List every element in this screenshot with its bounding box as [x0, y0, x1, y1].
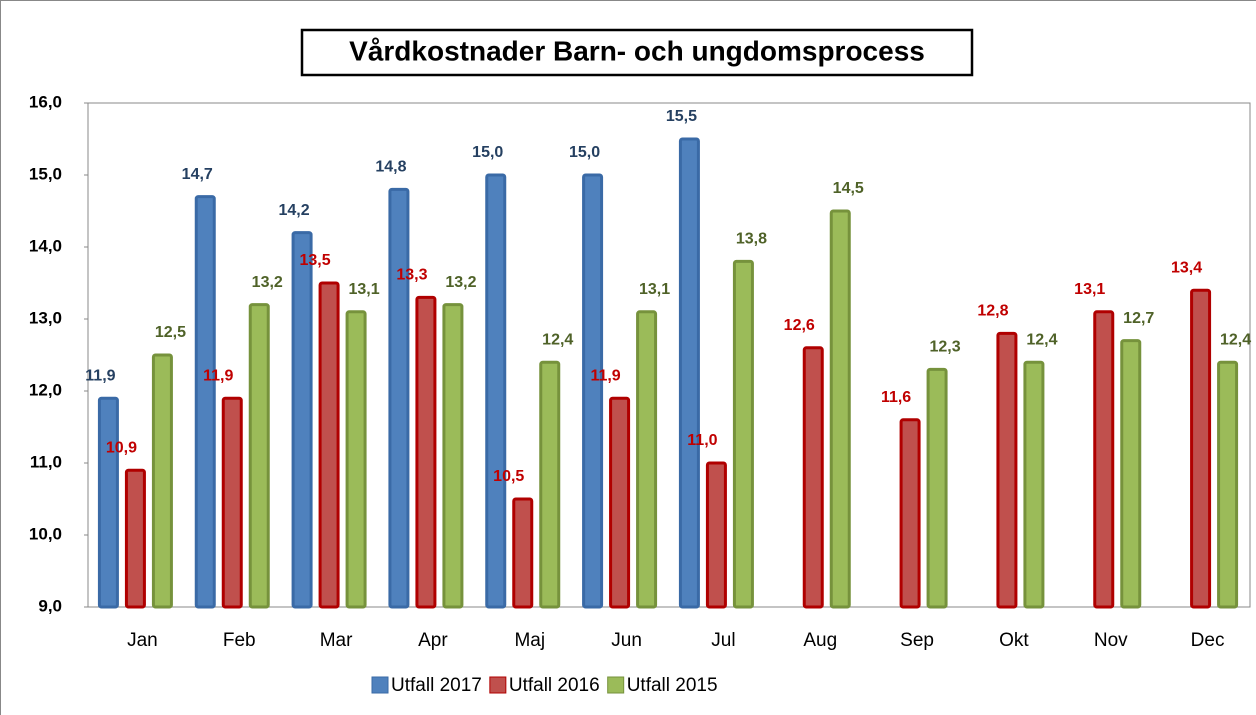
y-tick-label: 16,0 [29, 92, 62, 111]
bar [124, 468, 146, 609]
data-label: 11,9 [203, 367, 233, 384]
x-tick-label: Jun [611, 630, 642, 651]
bar [388, 187, 410, 609]
bar [291, 231, 313, 609]
x-tick-label: Mar [320, 630, 353, 651]
data-label: 13,3 [396, 267, 427, 284]
legend-swatch [371, 676, 389, 694]
data-label: 13,1 [1074, 281, 1105, 298]
y-tick-label: 12,0 [29, 380, 62, 399]
data-label: 14,5 [833, 180, 864, 197]
y-tick-label: 14,0 [29, 236, 62, 255]
bar [1217, 360, 1239, 609]
data-label: 10,5 [493, 468, 524, 485]
data-label: 12,7 [1123, 310, 1154, 327]
data-label: 13,2 [252, 274, 283, 291]
data-label: 15,5 [666, 108, 697, 125]
y-tick-label: 10,0 [29, 524, 62, 543]
x-tick-label: Jan [127, 630, 158, 651]
bar [485, 173, 507, 609]
x-tick-label: Okt [999, 630, 1029, 651]
title-box [300, 28, 974, 77]
bar [318, 281, 340, 609]
data-label: 14,2 [279, 202, 310, 219]
data-label: 12,4 [1026, 331, 1057, 348]
x-tick-label: Sep [900, 630, 934, 651]
data-label: 15,0 [472, 144, 503, 161]
bar [705, 461, 727, 609]
legend-swatch [607, 676, 625, 694]
y-tick-label: 9,0 [38, 596, 62, 615]
data-label: 15,0 [569, 144, 600, 161]
bar [345, 310, 367, 609]
x-tick-label: Apr [418, 630, 448, 651]
data-label: 12,8 [977, 303, 1008, 320]
data-label: 12,6 [784, 317, 815, 334]
x-tick-label: Maj [514, 630, 545, 651]
data-label: 11,0 [687, 432, 717, 449]
bar [512, 497, 534, 609]
data-label: 12,3 [930, 339, 961, 356]
data-label: 13,8 [736, 231, 767, 248]
bar [636, 310, 658, 609]
bar [539, 360, 561, 609]
data-label: 11,6 [881, 389, 911, 406]
y-tick-label: 11,0 [30, 452, 62, 471]
bar [582, 173, 604, 609]
data-label: 13,1 [349, 281, 380, 298]
data-label: 11,9 [85, 367, 115, 384]
x-tick-label: Nov [1094, 630, 1128, 651]
legend-label: Utfall 2016 [509, 675, 600, 696]
bar [442, 303, 464, 609]
bar [678, 137, 700, 609]
data-label: 13,2 [445, 274, 476, 291]
bar [151, 353, 173, 609]
data-label: 12,4 [542, 331, 573, 348]
bar [609, 396, 631, 609]
bar [829, 209, 851, 609]
data-label: 11,9 [590, 367, 620, 384]
bar [97, 396, 119, 609]
data-label: 13,1 [639, 281, 670, 298]
x-tick-label: Jul [711, 630, 735, 651]
bar [1190, 288, 1212, 609]
data-label: 14,7 [182, 166, 213, 183]
plot-border [87, 102, 1251, 608]
legend-swatch [489, 676, 507, 694]
bar [248, 303, 270, 609]
x-tick-label: Dec [1191, 630, 1225, 651]
bar [996, 331, 1018, 609]
data-label: 12,4 [1220, 331, 1251, 348]
y-tick-label: 15,0 [29, 164, 62, 183]
y-tick-label: 13,0 [29, 308, 62, 327]
data-label: 10,9 [106, 439, 137, 456]
bar [1120, 339, 1142, 609]
data-label: 13,4 [1171, 259, 1202, 276]
bar [221, 396, 243, 609]
data-label: 13,5 [300, 252, 331, 269]
legend-label: Utfall 2017 [391, 675, 482, 696]
chart-title: Vårdkostnader Barn- och ungdomsprocess [349, 35, 925, 66]
bar [194, 195, 216, 609]
legend-label: Utfall 2015 [627, 675, 718, 696]
bar [899, 418, 921, 609]
data-label: 14,8 [375, 159, 406, 176]
bar [1093, 310, 1115, 609]
x-tick-label: Feb [223, 630, 256, 651]
x-tick-label: Aug [803, 630, 837, 651]
bar [415, 295, 437, 609]
bar [926, 367, 948, 609]
bar [732, 259, 754, 609]
bar [1023, 360, 1045, 609]
bar [802, 346, 824, 609]
data-label: 12,5 [155, 324, 186, 341]
